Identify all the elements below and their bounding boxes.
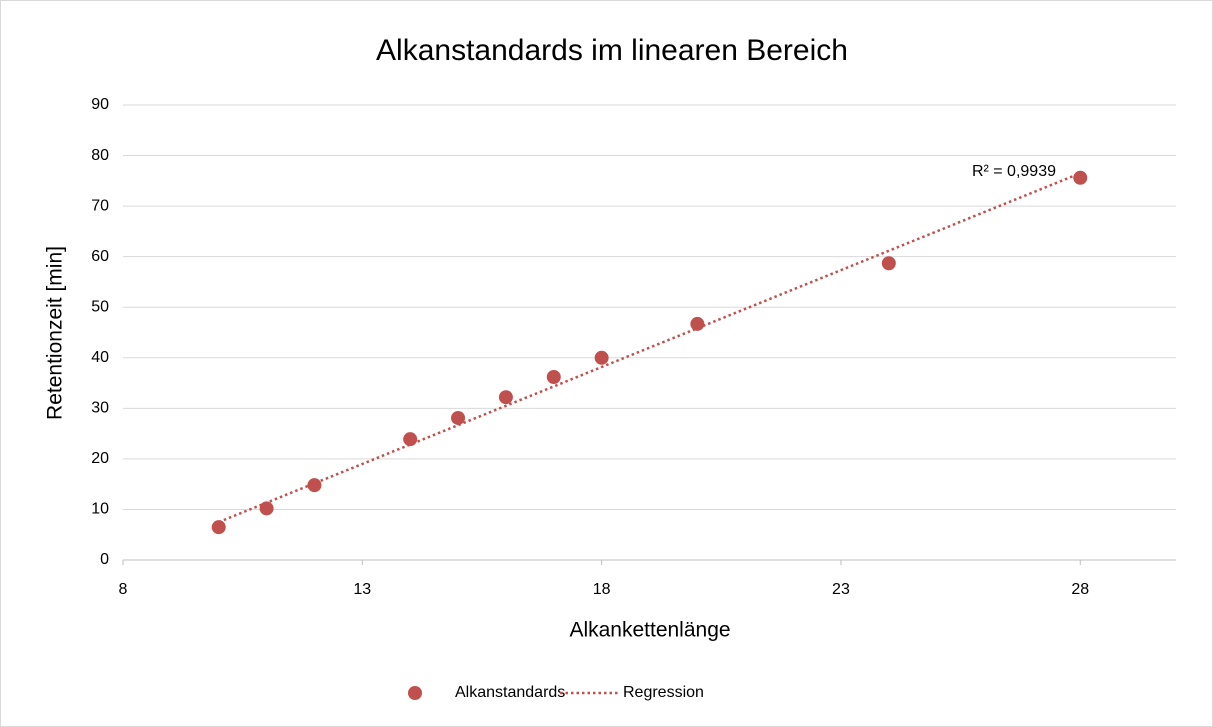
y-tick-label: 70 [91, 197, 109, 214]
legend-label: Alkanstandards [455, 684, 565, 701]
annotation: R² = 0,9939 [972, 163, 1056, 180]
y-tick-label: 0 [100, 551, 109, 568]
data-point [594, 350, 609, 365]
x-tick-label: 8 [119, 581, 128, 598]
data-point [690, 316, 705, 331]
y-tick-label: 40 [91, 349, 109, 366]
data-point [259, 501, 274, 516]
data-point [211, 520, 226, 535]
x-tick-label: 18 [593, 581, 611, 598]
x-axis-label: Alkankettenlänge [569, 619, 730, 642]
data-point [451, 410, 466, 425]
y-tick-label: 50 [91, 298, 109, 315]
x-tick-label: 23 [832, 581, 850, 598]
legend-label: Regression [623, 684, 704, 701]
data-point [498, 390, 513, 405]
x-tick-label: 28 [1071, 581, 1089, 598]
x-tick-label: 13 [353, 581, 371, 598]
y-tick-label: 20 [91, 450, 109, 467]
y-tick-label: 30 [91, 400, 109, 417]
data-point [1073, 170, 1088, 185]
data-point [546, 369, 561, 384]
y-tick-label: 10 [91, 501, 109, 518]
data-point [881, 256, 896, 271]
y-tick-label: 90 [91, 96, 109, 113]
data-point [403, 432, 418, 447]
y-tick-label: 80 [91, 147, 109, 164]
data-point [307, 478, 322, 493]
y-tick-label: 60 [91, 248, 109, 265]
legend-swatch [408, 686, 422, 700]
chart-title: Alkanstandards im linearen Bereich [376, 34, 848, 67]
y-axis-label: Retentionzeit [min] [44, 246, 67, 420]
regression-line [218, 172, 1081, 524]
